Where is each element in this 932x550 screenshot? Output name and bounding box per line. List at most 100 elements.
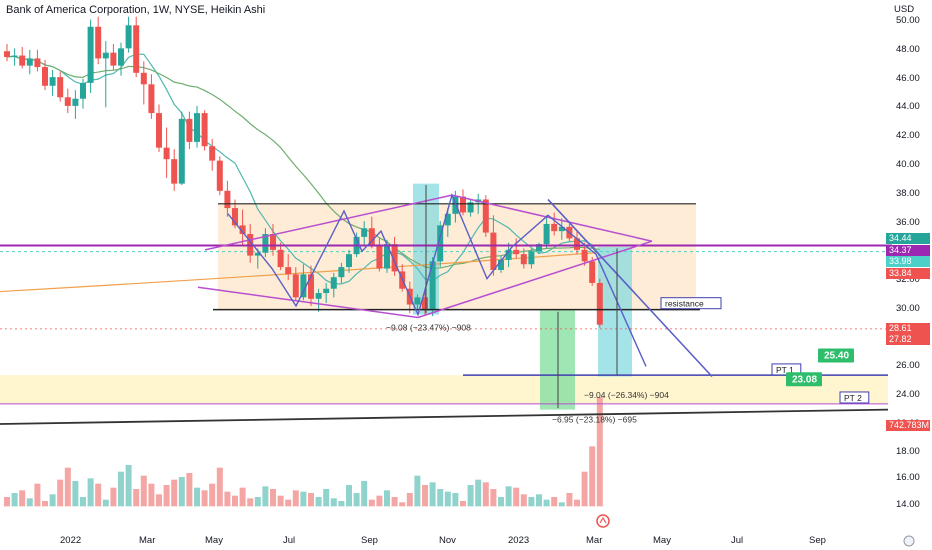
- labels-layer: −9.08 (−23.47%) −908 −9.04 (−26.34%) −904…: [386, 297, 915, 547]
- candle-body: [26, 58, 33, 66]
- candle-body: [300, 274, 307, 298]
- time-tick: 2022: [60, 535, 82, 546]
- price-tick: 32.00: [896, 274, 920, 286]
- price-tick: 40.00: [896, 158, 920, 170]
- volume-bar: [330, 498, 337, 507]
- volume-bar: [429, 482, 436, 507]
- volume-bar: [315, 497, 322, 507]
- volume-bar: [87, 478, 94, 507]
- time-tick: May: [205, 535, 223, 546]
- volume-bar: [285, 499, 292, 507]
- volume-bar: [300, 491, 307, 507]
- volume-bar: [277, 495, 284, 507]
- volume-bar: [178, 477, 185, 507]
- pt1-label-text: PT 1: [776, 365, 794, 375]
- measure-box-2: [598, 246, 632, 377]
- volume-bar: [596, 397, 603, 507]
- volume-bar: [536, 494, 542, 507]
- candle-body: [308, 274, 314, 299]
- volume-bar: [232, 495, 238, 507]
- candle-body: [57, 77, 64, 98]
- candle-body: [543, 223, 550, 245]
- candle-body: [239, 225, 246, 235]
- time-tick: Sep: [361, 535, 378, 546]
- volume-bar: [292, 490, 299, 507]
- candle-body: [574, 238, 580, 250]
- candle-body: [42, 67, 48, 86]
- candle-body: [118, 48, 124, 66]
- price-tick: 36.00: [896, 216, 920, 228]
- candle-body: [368, 228, 375, 246]
- target-tag: 23.08: [786, 372, 822, 387]
- measure-label-text: −6.95 (−23.18%) −695: [552, 415, 637, 425]
- resistance-label-box: [660, 297, 722, 310]
- time-tick: Jul: [731, 535, 744, 546]
- candle-body: [49, 77, 56, 86]
- candle-body: [452, 196, 459, 214]
- pt2-label-box: [839, 391, 870, 404]
- volume-bar: [353, 493, 360, 507]
- candle-body: [391, 244, 398, 272]
- volume-bar: [558, 502, 565, 507]
- volume-bar: [262, 486, 269, 507]
- candle-body: [422, 297, 428, 311]
- candle-body: [34, 58, 41, 68]
- time-tick: Nov: [439, 535, 456, 546]
- volume-bar: [239, 487, 246, 507]
- candle-body: [270, 234, 276, 250]
- volume-bar: [163, 485, 170, 507]
- candle-body: [156, 113, 162, 148]
- volume-bar: [308, 493, 314, 507]
- volume-bar: [452, 493, 459, 507]
- logo-glyph: [599, 516, 607, 524]
- time-tick: Sep: [809, 535, 826, 546]
- candle-body: [224, 190, 231, 209]
- candle-body: [232, 208, 238, 226]
- time-axis[interactable]: 2022 Mar May Jul Sep Nov 2023 Mar May Jul Sep: [0, 532, 892, 550]
- time-tick: Mar: [586, 535, 603, 546]
- volume-bar: [118, 471, 124, 507]
- target-band: [0, 375, 888, 404]
- candle-body: [384, 244, 390, 269]
- volume-bar: [34, 483, 41, 507]
- pt2-label-text: PT 2: [844, 393, 862, 403]
- drawings-layer: [0, 185, 892, 425]
- volume-bar: [406, 493, 413, 507]
- candle-body: [4, 51, 10, 57]
- price-tick: 46.00: [896, 72, 920, 84]
- volume-bar: [574, 499, 580, 507]
- volume-bar: [194, 487, 200, 507]
- chart-title: Bank of America Corporation, 1W, NYSE, H…: [6, 4, 266, 16]
- volume-bar: [422, 485, 428, 507]
- price-badge: 742.783M: [886, 420, 930, 432]
- candle-body: [376, 245, 383, 269]
- volume-bar: [368, 499, 375, 507]
- target-tag-text: 23.08: [792, 374, 817, 385]
- volume-bar: [414, 475, 421, 507]
- volume-bar: [543, 499, 550, 507]
- price-badge: 33.98: [886, 256, 930, 268]
- volume-bar: [254, 497, 261, 507]
- volume-bar: [247, 498, 254, 507]
- pt2-label: PT 2: [839, 391, 870, 404]
- volume-bar: [437, 489, 444, 507]
- volume-bar: [391, 497, 398, 507]
- volume-bar: [201, 490, 208, 507]
- candle-body: [505, 249, 512, 260]
- candle-body: [437, 225, 444, 262]
- volume-bar: [444, 491, 451, 507]
- triangle-upper-line: [204, 194, 453, 251]
- volume-bar: [270, 489, 276, 507]
- candle-body: [171, 159, 178, 184]
- settings-circle: [903, 535, 915, 547]
- volume-bar: [475, 479, 482, 507]
- volume-bar: [64, 467, 71, 507]
- candle-body: [262, 234, 269, 253]
- wedge-lower-line: [417, 240, 653, 319]
- candle-body: [140, 72, 147, 85]
- candle-body: [277, 249, 284, 268]
- candle-body: [330, 277, 337, 289]
- candle-body: [87, 26, 94, 83]
- price-tick: 38.00: [896, 187, 920, 199]
